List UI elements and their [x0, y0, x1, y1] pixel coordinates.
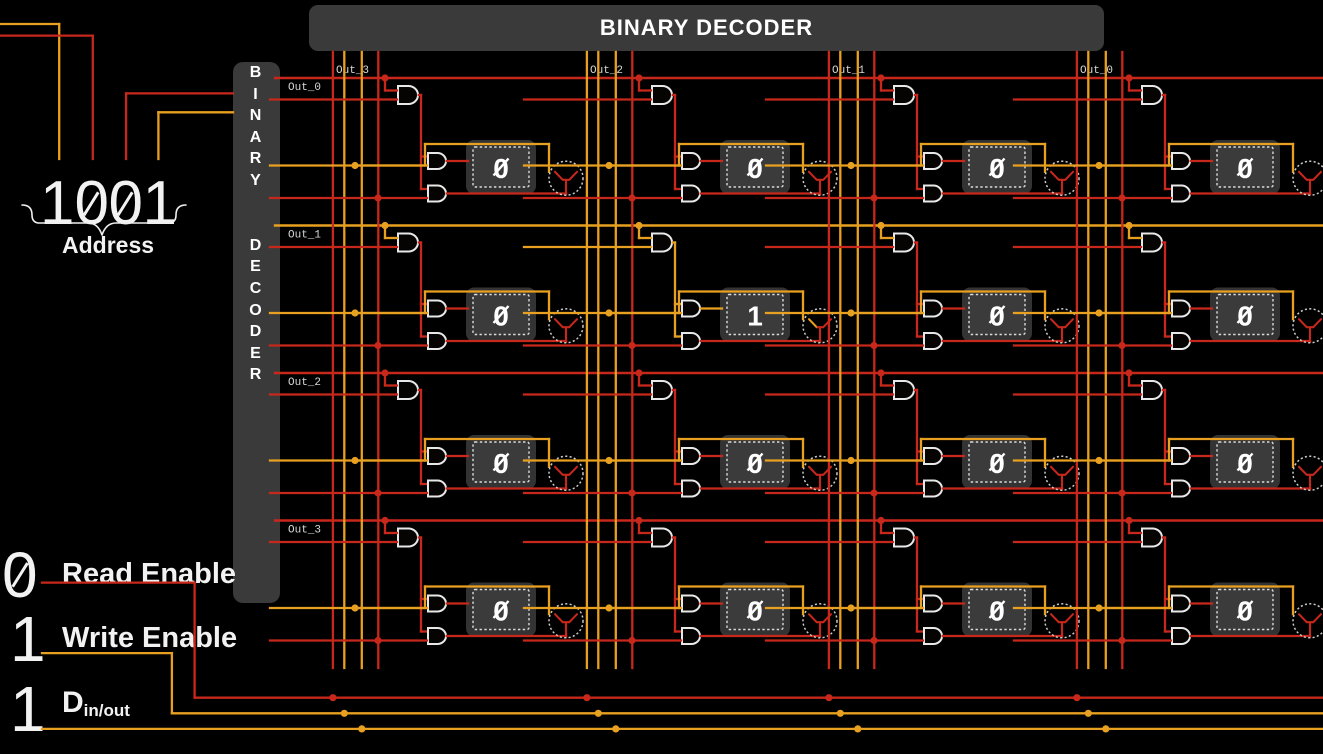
svg-text:Out_2: Out_2	[590, 65, 623, 77]
svg-text:Out_3: Out_3	[336, 65, 369, 77]
svg-text:Out_1: Out_1	[832, 65, 865, 77]
svg-text:1: 1	[747, 301, 763, 332]
svg-text:Out_1: Out_1	[288, 230, 321, 242]
svg-text:Out_3: Out_3	[288, 525, 321, 537]
svg-text:Out_2: Out_2	[288, 377, 321, 389]
svg-text:Out_0: Out_0	[288, 82, 321, 94]
svg-text:Out_0: Out_0	[1080, 65, 1113, 77]
